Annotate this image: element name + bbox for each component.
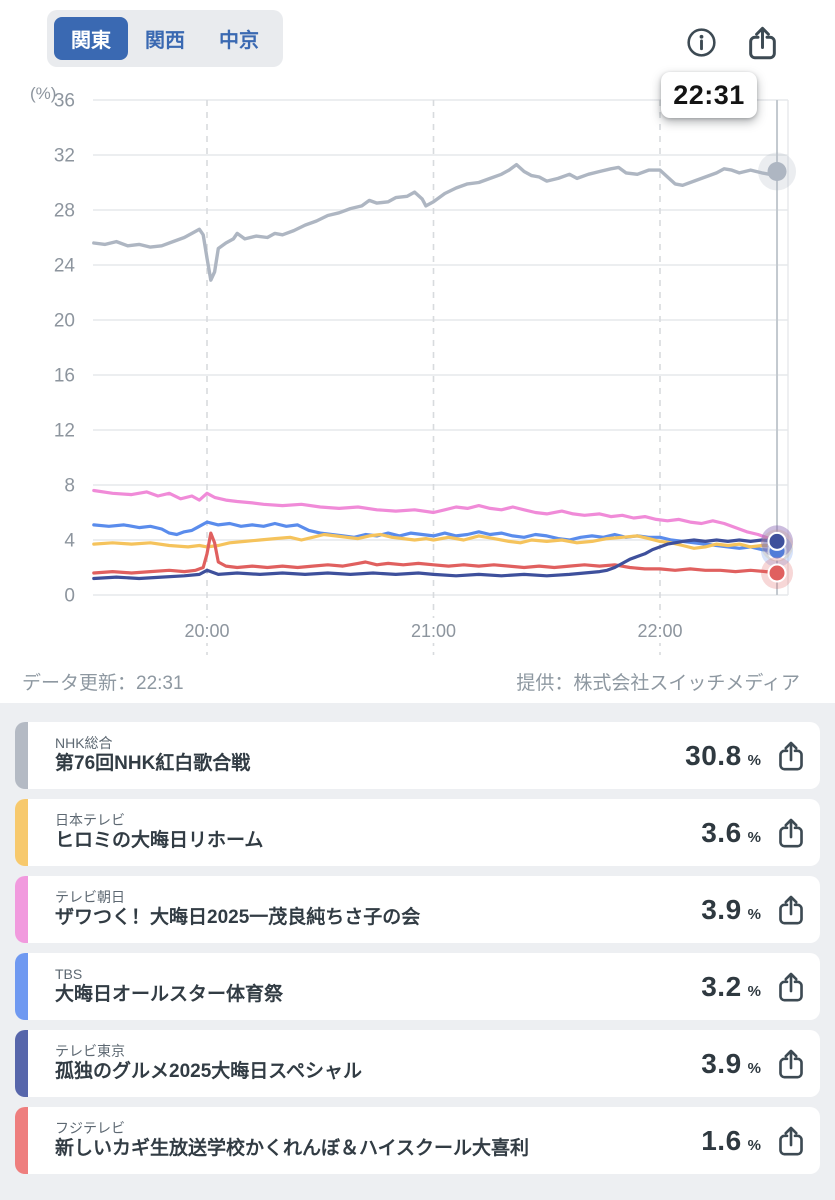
region-tabbar: 関東 関西 中京 [47, 10, 283, 67]
series-line-cx [92, 531, 779, 575]
channel-name: NHK総合 [55, 735, 113, 752]
rating-unit: % [747, 828, 761, 846]
channel-name: TBS [55, 966, 83, 983]
share-button[interactable] [777, 971, 805, 1003]
tab-kanto[interactable]: 関東 [54, 17, 128, 60]
cursor-time: 22:31 [673, 79, 745, 110]
data-updated-text: データ更新：22:31 [22, 673, 184, 694]
y-tick-label: 36 [54, 91, 75, 112]
program-title: 第76回NHK紅白歌合戦 [55, 753, 251, 775]
share-icon [777, 894, 805, 926]
y-tick-label: 28 [54, 201, 75, 222]
rating-unit: % [747, 1136, 761, 1154]
info-icon [686, 27, 717, 58]
program-row: 日本テレビ ヒロミの大晦日リホーム 3.6% [15, 799, 820, 866]
program-title: 孤独のグルメ2025大晦日スペシャル [55, 1061, 362, 1083]
share-icon [777, 817, 805, 849]
share-icon [777, 1125, 805, 1157]
channel-name: 日本テレビ [55, 812, 125, 829]
share-icon [777, 971, 805, 1003]
channel-color-strip [15, 722, 28, 789]
rating-value: 30.8 [685, 739, 742, 771]
rating-unit: % [747, 1059, 761, 1077]
x-tick-label: 22:00 [637, 621, 682, 641]
x-tick-label-bg [396, 618, 471, 643]
program-title: 大晦日オールスター体育祭 [55, 984, 284, 1006]
program-row: NHK総合 第76回NHK紅白歌合戦 30.8% [15, 722, 820, 789]
rating-unit: % [747, 905, 761, 923]
rating-value: 3.6 [701, 816, 742, 848]
share-button[interactable] [777, 1125, 805, 1157]
program-row: テレビ朝日 ザワつく！大晦日2025一茂良純ちさ子の会 3.9% [15, 876, 820, 943]
channel-color-strip [15, 953, 28, 1020]
rating-value: 3.9 [701, 893, 742, 925]
program-title: ヒロミの大晦日リホーム [55, 830, 264, 852]
share-icon [777, 1048, 805, 1080]
info-button[interactable] [686, 27, 717, 58]
program-list: NHK総合 第76回NHK紅白歌合戦 30.8% 日本テレビ ヒロミの大晦日リホーム 3.… [0, 703, 835, 1200]
channel-color-strip [15, 876, 28, 943]
y-tick-label: 16 [54, 366, 75, 387]
program-row: TBS 大晦日オールスター体育祭 3.2% [15, 953, 820, 1020]
program-title: 新しいカギ生放送学校かくれんぼ＆ハイスクール大喜利 [55, 1138, 530, 1160]
rating-value: 1.6 [701, 1124, 742, 1156]
x-tick-label-bg [170, 618, 244, 643]
share-icon [746, 25, 779, 61]
series-line-tx [92, 538, 779, 581]
ratings-chart[interactable]: 36 32 28 24 20 16 12 8 4 0 20:00 21:00 22:00 [0, 0, 835, 703]
chart-share-button[interactable] [746, 25, 779, 61]
channel-color-strip [15, 1107, 28, 1174]
y-tick-label: 8 [64, 476, 75, 497]
share-button[interactable] [777, 817, 805, 849]
y-tick-label: 0 [64, 586, 75, 607]
x-tick-label-bg [623, 618, 697, 643]
series-line-nhk [92, 162, 779, 282]
end-marker-tx [767, 531, 787, 551]
share-button[interactable] [777, 894, 805, 926]
program-row: フジテレビ 新しいカギ生放送学校かくれんぼ＆ハイスクール大喜利 1.6% [15, 1107, 820, 1174]
rating-value: 3.2 [701, 970, 742, 1002]
share-icon [777, 740, 805, 772]
tab-kansai[interactable]: 関西 [128, 17, 202, 60]
channel-name: テレビ朝日 [55, 889, 125, 906]
y-tick-label: 4 [64, 531, 75, 552]
y-tick-label: 24 [54, 256, 76, 277]
rating-unit: % [747, 982, 761, 1000]
end-marker-nhk [767, 162, 787, 181]
channel-color-strip [15, 799, 28, 866]
y-axis-unit-label: (%) [30, 84, 57, 103]
series-line-tbs [92, 520, 779, 553]
program-row: テレビ東京 孤独のグルメ2025大晦日スペシャル 3.9% [15, 1030, 820, 1097]
end-marker-cx [767, 563, 787, 583]
series-line-ex [92, 488, 779, 544]
data-provider-text: 提供：株式会社スイッチメディア [516, 673, 800, 694]
y-tick-label: 32 [54, 146, 75, 167]
y-tick-label: 12 [54, 421, 75, 442]
rating-unit: % [747, 751, 761, 769]
channel-color-strip [15, 1030, 28, 1097]
cursor-time-tooltip: 22:31 [661, 72, 757, 118]
program-title: ザワつく！大晦日2025一茂良純ちさ子の会 [55, 907, 421, 929]
rating-value: 3.9 [701, 1047, 742, 1079]
tab-chukyo[interactable]: 中京 [202, 17, 276, 60]
y-tick-label: 20 [54, 311, 75, 332]
x-tick-label: 20:00 [184, 621, 229, 641]
x-tick-label: 21:00 [411, 621, 456, 641]
share-button[interactable] [777, 1048, 805, 1080]
channel-name: フジテレビ [55, 1120, 125, 1137]
share-button[interactable] [777, 740, 805, 772]
channel-name: テレビ東京 [55, 1043, 125, 1060]
